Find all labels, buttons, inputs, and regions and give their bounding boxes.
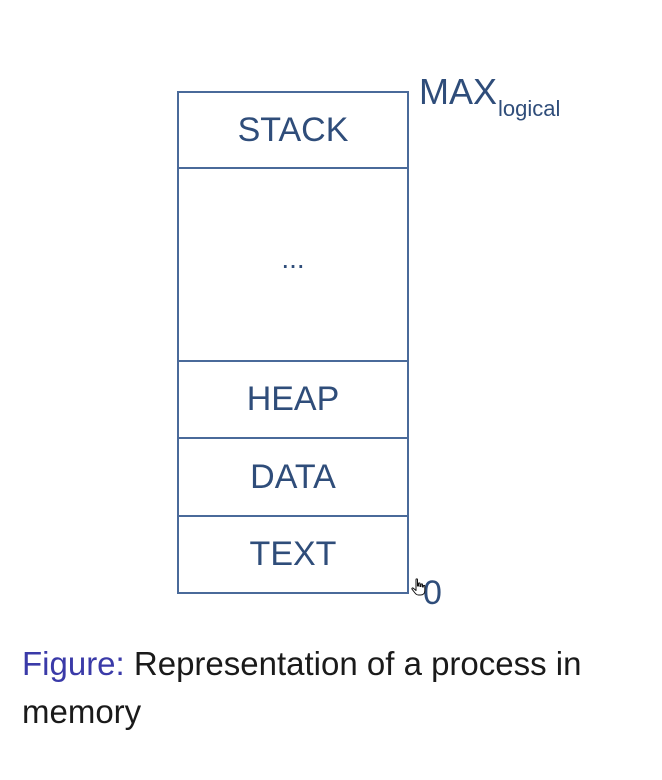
- gap-segment: ...: [179, 169, 407, 362]
- max-label-main: MAX: [419, 71, 498, 112]
- hand-pointer-icon: [411, 578, 426, 596]
- max-label-subscript: logical: [498, 96, 561, 121]
- max-logical-label: MAXlogical: [419, 71, 560, 120]
- memory-layout-diagram: STACK ... HEAP DATA TEXT: [177, 91, 409, 594]
- figure-label: Figure:: [22, 645, 125, 682]
- figure-caption: Figure: Representation of a process in m…: [22, 640, 654, 736]
- heap-segment: HEAP: [179, 362, 407, 439]
- stack-segment: STACK: [179, 93, 407, 169]
- text-segment: TEXT: [249, 535, 337, 573]
- zero-address-label: 0: [423, 574, 442, 612]
- caption-text: Representation of a process in memory: [22, 645, 582, 730]
- data-segment: DATA: [179, 439, 407, 517]
